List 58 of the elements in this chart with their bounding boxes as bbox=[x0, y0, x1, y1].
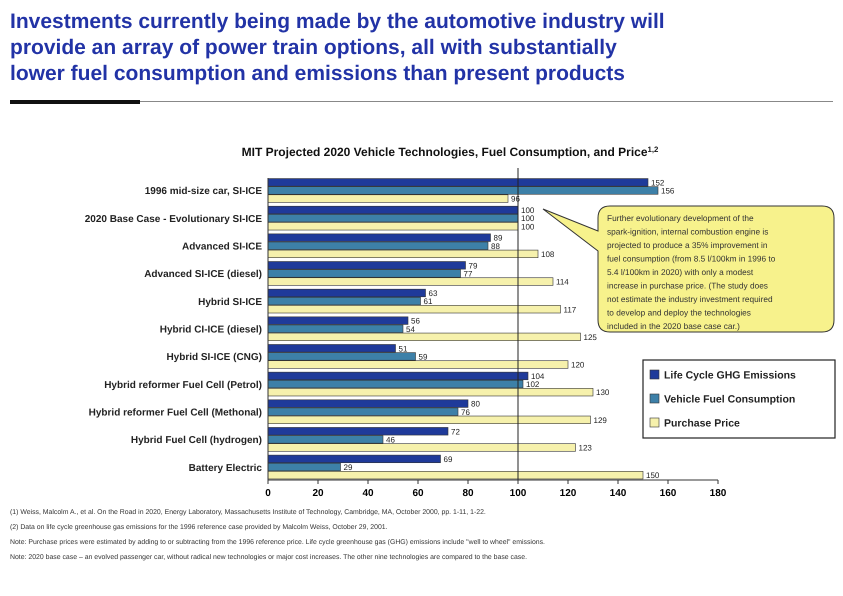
data-label: 79 bbox=[468, 261, 478, 270]
x-tick-label: 160 bbox=[660, 488, 677, 499]
x-tick-label: 100 bbox=[510, 488, 527, 499]
y-tick-label: Battery Electric bbox=[188, 462, 262, 474]
data-label: 104 bbox=[531, 372, 545, 381]
x-tick-label: 0 bbox=[265, 488, 272, 499]
data-label: 114 bbox=[556, 278, 570, 287]
data-label: 88 bbox=[491, 242, 500, 251]
data-label: 100 bbox=[521, 222, 535, 232]
data-label: 56 bbox=[411, 316, 420, 326]
data-label: 129 bbox=[594, 416, 608, 425]
data-label: 59 bbox=[418, 352, 428, 362]
data-label: 29 bbox=[344, 463, 353, 472]
legend-label: Purchase Price bbox=[664, 418, 740, 430]
x-tick-label: 120 bbox=[560, 488, 577, 499]
x-tick-label: 20 bbox=[312, 488, 324, 499]
data-label: 100 bbox=[521, 214, 535, 224]
y-tick-label: Hybrid Fuel Cell (hydrogen) bbox=[130, 435, 262, 446]
data-label: 69 bbox=[444, 454, 453, 464]
y-tick-label: Hybrid CI-ICE (diesel) bbox=[160, 324, 262, 336]
chart-subtitle: MIT Projected 2020 Vehicle Technologies, Fuel Consumption, and Price$^{1,2}$ bbox=[242, 144, 660, 159]
y-tick-label: Hybrid reformer Fuel Cell (Petrol) bbox=[104, 380, 262, 391]
data-label: 152 bbox=[651, 178, 665, 188]
data-label: 125 bbox=[584, 332, 598, 342]
x-tick-label: 60 bbox=[412, 488, 424, 499]
y-tick-label: Hybrid SI-ICE (CNG) bbox=[166, 352, 262, 364]
y-tick-label: Hybrid reformer Fuel Cell (Methonal) bbox=[88, 407, 262, 418]
data-label: 156 bbox=[661, 186, 675, 196]
x-tick-label: 40 bbox=[362, 488, 374, 499]
y-tick-label: Advanced SI-ICE bbox=[182, 242, 262, 253]
data-label: 108 bbox=[541, 250, 555, 259]
legend-label: Life Cycle GHG Emissions bbox=[664, 370, 796, 382]
data-label: 102 bbox=[526, 380, 540, 390]
data-label: 123 bbox=[578, 444, 592, 453]
y-tick-label: 1996 mid-size car, SI-ICE bbox=[144, 186, 262, 198]
legend-label: Vehicle Fuel Consumption bbox=[664, 394, 796, 406]
data-label: 76 bbox=[461, 408, 470, 417]
data-label: 61 bbox=[424, 297, 433, 306]
data-label: 51 bbox=[398, 344, 408, 354]
data-label: 89 bbox=[494, 234, 503, 243]
data-label: 46 bbox=[386, 435, 396, 444]
data-label: 54 bbox=[406, 324, 416, 334]
data-label: 63 bbox=[428, 289, 438, 298]
data-label: 150 bbox=[646, 471, 660, 480]
chart-title: Investments currently being made by the automotive industry will provide an array of power train options, all with substantially lower fuel consumption and emissions than present products bbox=[10, 10, 665, 85]
data-label: 80 bbox=[471, 400, 480, 409]
y-tick-label: 2020 Base Case - Evolutionary SI-ICE bbox=[84, 214, 262, 225]
y-tick-label: Hybrid SI-ICE bbox=[198, 296, 262, 308]
data-label: 72 bbox=[451, 427, 460, 436]
y-tick-label: Advanced SI-ICE (diesel) bbox=[144, 269, 262, 280]
x-tick-label: 80 bbox=[462, 488, 474, 499]
data-label: 130 bbox=[596, 388, 610, 398]
x-tick-label: 140 bbox=[610, 488, 627, 499]
data-label: 77 bbox=[464, 269, 473, 278]
data-label: 100 bbox=[521, 206, 535, 216]
data-label: 120 bbox=[571, 360, 585, 370]
data-label: 117 bbox=[564, 305, 577, 314]
x-tick-label: 180 bbox=[710, 488, 727, 499]
